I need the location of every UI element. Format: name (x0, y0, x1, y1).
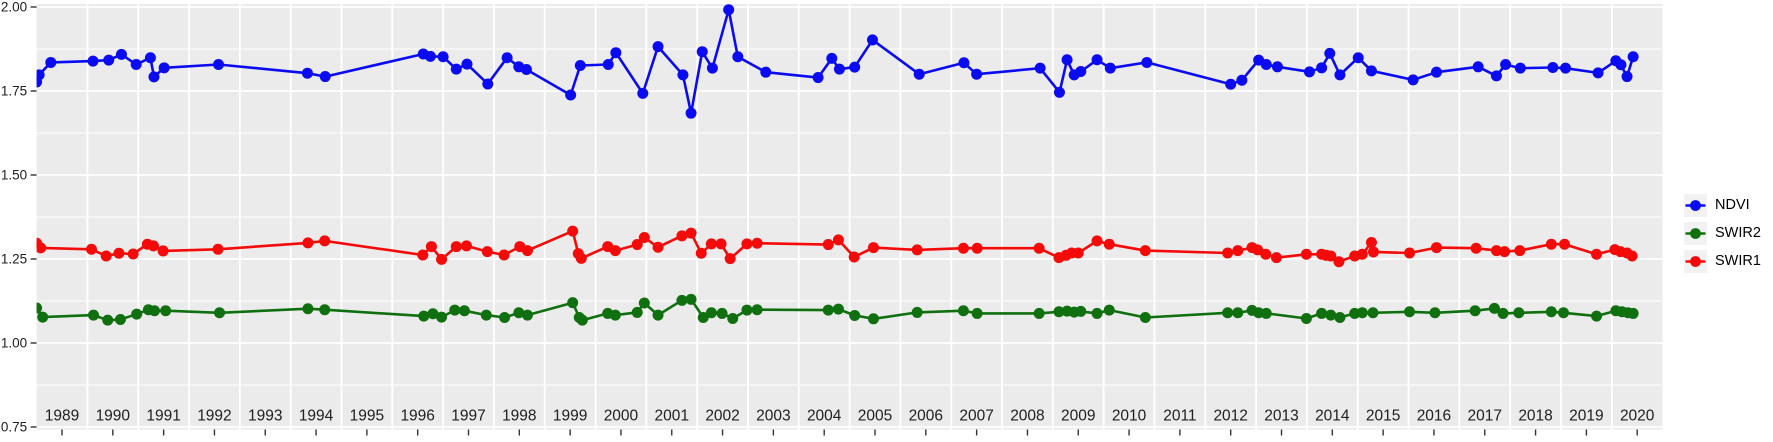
x-axis-labels: 1989 1990 1991 1992 1993 1994 1995 1996 1997 1998… (45, 408, 1655, 425)
legend-label-swir1: SWIR1 (1715, 253, 1761, 269)
svg-text:2002: 2002 (705, 408, 739, 425)
x-axis-ticks (61, 429, 1638, 436)
legend-label-swir2: SWIR2 (1715, 225, 1761, 241)
svg-text:1993: 1993 (248, 408, 282, 425)
svg-text:1994: 1994 (299, 408, 334, 425)
svg-text:2005: 2005 (858, 408, 892, 425)
svg-text:1995: 1995 (350, 408, 384, 425)
svg-text:1992: 1992 (197, 408, 231, 425)
svg-text:2.00: 2.00 (1, 0, 27, 15)
series-NDVI (36, 4, 1639, 119)
svg-text:2004: 2004 (807, 408, 842, 425)
series-SWIR2 (36, 293, 1639, 326)
gridlines-major (36, 4, 1663, 430)
svg-text:2010: 2010 (1112, 408, 1147, 425)
legend-item-swir2: SWIR2 (1684, 222, 1761, 245)
svg-text:2001: 2001 (655, 408, 689, 425)
svg-text:2003: 2003 (756, 408, 790, 425)
svg-text:2015: 2015 (1366, 408, 1400, 425)
svg-text:1998: 1998 (502, 408, 536, 425)
svg-text:1996: 1996 (400, 408, 434, 425)
svg-text:1.00: 1.00 (1, 336, 27, 351)
svg-text:2019: 2019 (1569, 408, 1603, 425)
svg-text:2011: 2011 (1163, 408, 1196, 425)
svg-text:2006: 2006 (909, 408, 943, 425)
svg-text:2013: 2013 (1264, 408, 1298, 425)
series-SWIR1 (36, 225, 1638, 268)
legend-item-ndvi: NDVI (1684, 194, 1761, 217)
y-axis-labels: 0.75 1.00 1.25 1.50 1.75 2.00 (1, 0, 27, 435)
svg-text:1.50: 1.50 (1, 168, 27, 183)
legend-label-ndvi: NDVI (1715, 197, 1750, 213)
svg-text:2018: 2018 (1518, 408, 1552, 425)
svg-text:2014: 2014 (1315, 408, 1350, 425)
svg-text:1990: 1990 (96, 408, 131, 425)
svg-text:1991: 1991 (146, 408, 180, 425)
y-axis-ticks (30, 6, 37, 428)
svg-text:2016: 2016 (1417, 408, 1451, 425)
svg-text:1997: 1997 (451, 408, 485, 425)
svg-text:1.25: 1.25 (1, 252, 27, 267)
legend: NDVI SWIR2 SWIR1 (1684, 194, 1761, 273)
svg-text:2020: 2020 (1620, 408, 1655, 425)
swir2-legend-key-icon (1684, 222, 1707, 245)
svg-text:2000: 2000 (604, 408, 639, 425)
svg-text:1.75: 1.75 (1, 84, 27, 99)
svg-text:2008: 2008 (1010, 408, 1044, 425)
svg-text:2007: 2007 (959, 408, 993, 425)
svg-text:2017: 2017 (1468, 408, 1502, 425)
svg-text:1989: 1989 (45, 408, 79, 425)
svg-text:1999: 1999 (553, 408, 587, 425)
svg-text:2012: 2012 (1213, 408, 1247, 425)
legend-item-swir1: SWIR1 (1684, 250, 1761, 273)
swir1-legend-key-icon (1684, 250, 1707, 273)
svg-text:0.75: 0.75 (1, 420, 27, 435)
ndvi-legend-key-icon (1684, 194, 1707, 217)
svg-text:2009: 2009 (1061, 408, 1095, 425)
